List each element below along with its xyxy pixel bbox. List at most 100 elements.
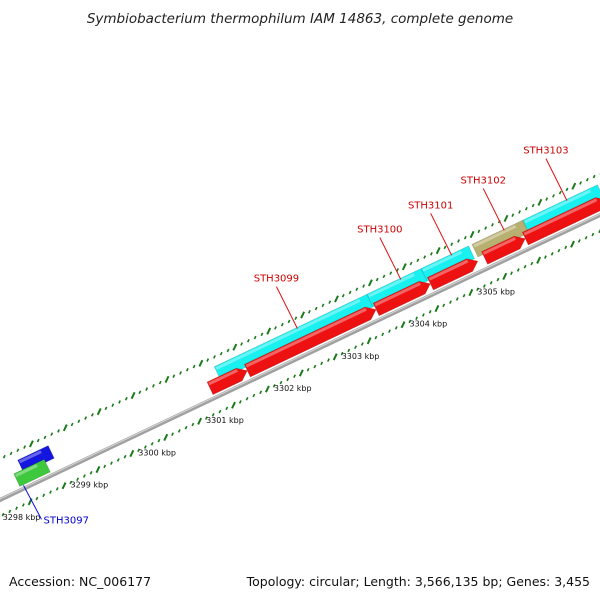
gene-shine bbox=[15, 464, 38, 477]
gene-outline bbox=[521, 197, 600, 246]
tick-mark-inner bbox=[462, 293, 466, 298]
tick-mark-inner bbox=[510, 271, 513, 275]
gene-outline bbox=[17, 445, 55, 474]
tick-mark-inner bbox=[366, 337, 372, 345]
tick-mark-outer bbox=[246, 338, 250, 343]
accession-text: Accession: NC_006177 bbox=[9, 574, 151, 589]
gene-body bbox=[373, 281, 431, 316]
tick-mark-inner bbox=[231, 401, 236, 409]
tick-mark-inner bbox=[374, 335, 378, 340]
kbp-labels: 3298 kbp 3299 kbp 3300 kbp 3301 kbp 3302 kbp… bbox=[3, 287, 515, 521]
gene-outline bbox=[372, 280, 431, 317]
tick-mark-outer bbox=[524, 206, 528, 211]
tick-mark-outer bbox=[314, 306, 318, 311]
tick-mark-inner bbox=[332, 353, 338, 361]
tick-mark-inner bbox=[313, 364, 317, 369]
tick-mark-inner bbox=[489, 281, 493, 285]
tick-mark-outer bbox=[158, 380, 162, 385]
tick-mark-outer bbox=[23, 445, 27, 449]
tick-mark-outer bbox=[138, 390, 142, 395]
gene-outline bbox=[243, 306, 377, 378]
gene-label-sth3099: STH3099 bbox=[254, 274, 299, 285]
tick-mark-inner bbox=[177, 429, 181, 433]
gene-body bbox=[421, 245, 475, 282]
tick-mark-inner bbox=[42, 493, 46, 498]
tick-mark-inner bbox=[116, 458, 120, 462]
gene-outline bbox=[206, 367, 248, 396]
gene-body bbox=[427, 258, 478, 291]
tick-mark-inner bbox=[157, 438, 161, 443]
tick-mark-inner bbox=[550, 252, 554, 256]
gene-body bbox=[17, 445, 55, 473]
tick-mark-inner bbox=[205, 416, 208, 420]
tick-mark-inner bbox=[400, 321, 406, 329]
tick-mark-inner bbox=[577, 239, 581, 243]
tick-mark-outer bbox=[450, 242, 454, 246]
gene-outline bbox=[420, 245, 476, 282]
tick-mark-inner bbox=[293, 374, 296, 378]
tick-mark-outer bbox=[111, 403, 115, 407]
gene-label-sth3102: STH3102 bbox=[461, 175, 506, 186]
tick-mark-inner bbox=[55, 487, 59, 491]
tick-mark-outer bbox=[416, 258, 420, 263]
tick-mark-outer bbox=[145, 387, 149, 391]
tick-mark-outer bbox=[430, 252, 433, 256]
tick-mark-inner bbox=[95, 465, 101, 474]
backbone-highlight bbox=[0, 213, 600, 500]
tick-mark-outer bbox=[477, 229, 481, 234]
tick-mark-outer bbox=[96, 408, 102, 416]
kbp-label: 3301 kbp bbox=[206, 416, 244, 425]
tick-mark-inner bbox=[536, 256, 542, 264]
tick-mark-inner bbox=[272, 384, 276, 388]
kbp-label: 3303 kbp bbox=[342, 352, 380, 361]
kbp-label: 3304 kbp bbox=[410, 320, 448, 329]
gene-sth3097 bbox=[17, 445, 55, 474]
tick-mark-inner bbox=[570, 240, 575, 248]
tick-mark-outer bbox=[50, 432, 54, 436]
tick-mark-inner bbox=[197, 417, 203, 425]
tick-mark-outer bbox=[579, 181, 583, 185]
tick-mark-outer bbox=[443, 245, 447, 250]
gene-body bbox=[366, 268, 428, 307]
tick-mark-outer bbox=[409, 261, 413, 266]
kbp-label: 3299 kbp bbox=[71, 481, 109, 490]
tick-mark-outer bbox=[179, 371, 182, 375]
gene-sth3101b bbox=[426, 258, 479, 291]
gene-sth3101 bbox=[420, 245, 476, 282]
tick-mark-outer bbox=[518, 210, 521, 214]
tick-mark-inner bbox=[245, 396, 249, 401]
tick-mark-outer bbox=[2, 454, 6, 459]
gene-label-sth3101: STH3101 bbox=[408, 200, 453, 211]
gene-leader-line bbox=[379, 237, 402, 280]
tick-mark-inner bbox=[211, 413, 215, 417]
tick-mark-inner bbox=[137, 448, 141, 453]
tick-mark-inner bbox=[61, 482, 67, 490]
tick-mark-outer bbox=[362, 284, 366, 288]
tick-mark-outer bbox=[565, 187, 569, 192]
tick-mark-inner bbox=[564, 245, 568, 250]
tick-mark-inner bbox=[468, 288, 474, 297]
tick-mark-inner bbox=[298, 369, 304, 377]
tick-mark-inner bbox=[530, 261, 534, 266]
tick-mark-inner bbox=[1, 512, 5, 517]
tick-mark-inner bbox=[381, 332, 385, 337]
tick-mark-inner bbox=[408, 319, 412, 324]
genome-title: Symbiobacterium thermophilum IAM 14863, … bbox=[87, 11, 513, 27]
gene-leader-line bbox=[482, 188, 505, 231]
tick-mark-outer bbox=[389, 271, 393, 275]
tick-mark-inner bbox=[415, 316, 419, 321]
tick-mark-outer bbox=[84, 416, 88, 420]
tick-mark-outer bbox=[287, 319, 291, 324]
tick-mark-inner bbox=[421, 313, 425, 317]
tick-mark-inner bbox=[394, 326, 398, 330]
tick-mark-outer bbox=[124, 396, 128, 401]
tick-mark-outer bbox=[152, 384, 155, 388]
tick-mark-outer bbox=[274, 326, 277, 330]
gene-label-sth3100: STH3100 bbox=[357, 225, 402, 236]
gene-shine bbox=[523, 198, 598, 236]
tick-mark-inner bbox=[218, 409, 222, 414]
kbp-label: 3305 kbp bbox=[477, 287, 515, 296]
tick-mark-outer bbox=[43, 435, 47, 440]
gene-shine bbox=[473, 224, 517, 248]
